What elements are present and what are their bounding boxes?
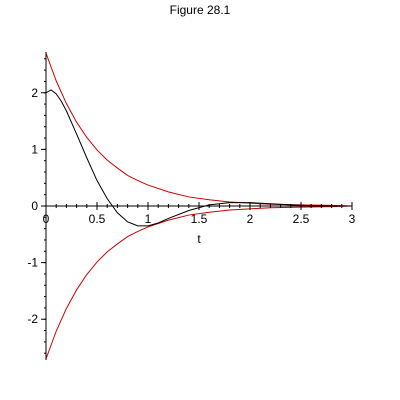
- plot-curves: [45, 52, 353, 360]
- x-axis-label: t: [197, 232, 201, 246]
- series-line-1: [45, 52, 353, 207]
- y-ticks: -2 -1 0 1 2: [27, 86, 46, 326]
- y-tick-label: -1: [27, 256, 38, 270]
- x-tick-label: 2: [247, 212, 254, 226]
- series-line-2: [45, 205, 353, 360]
- y-tick-label: 2: [31, 86, 38, 100]
- x-tick-label: 2.5: [293, 212, 310, 226]
- chart-title: Figure 28.1: [170, 3, 231, 17]
- minor-ticks: [44, 58, 353, 354]
- x-tick-label: 3: [349, 212, 356, 226]
- y-tick-label: -2: [27, 312, 38, 326]
- x-tick-label: 1.5: [191, 212, 208, 226]
- x-tick-label: 1: [145, 212, 152, 226]
- y-tick-label: 0: [31, 199, 38, 213]
- x-ticks: 0 0.5 1 1.5 2 2.5 3: [43, 202, 356, 226]
- series-line-3: [45, 89, 352, 227]
- x-tick-label: 0: [43, 212, 50, 226]
- y-tick-label: 1: [31, 142, 38, 156]
- x-tick-label: 0.5: [89, 212, 106, 226]
